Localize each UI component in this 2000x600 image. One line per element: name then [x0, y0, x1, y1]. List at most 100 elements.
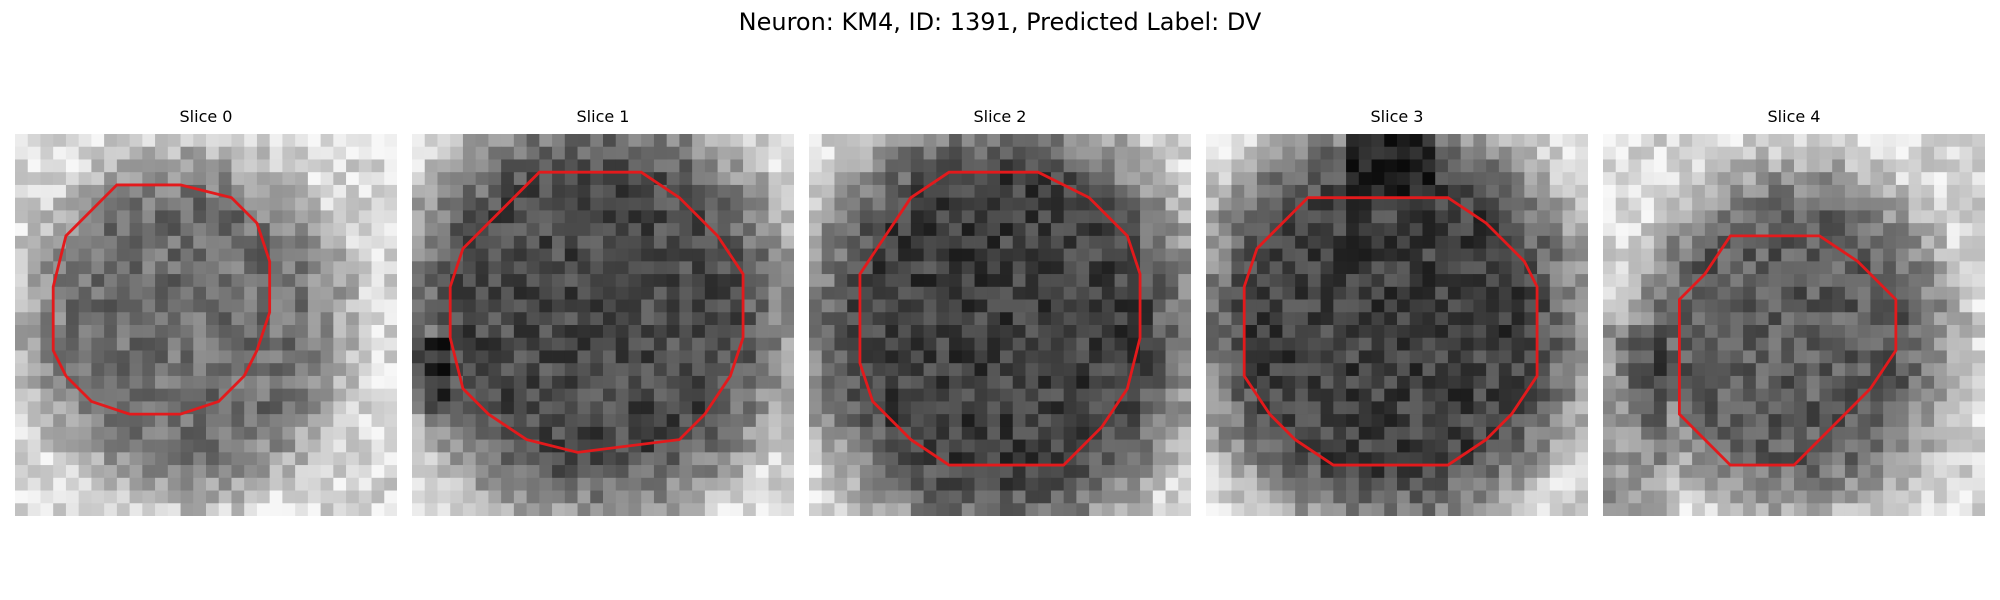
- pixel: [1038, 490, 1052, 504]
- pixel: [346, 134, 360, 148]
- pixel: [91, 146, 105, 160]
- pixel: [27, 414, 41, 428]
- pixel: [1140, 146, 1154, 160]
- pixel: [1934, 312, 1948, 326]
- pixel: [821, 477, 835, 491]
- pixel: [1101, 337, 1115, 351]
- pixel: [1755, 375, 1769, 390]
- pixel: [475, 388, 489, 402]
- pixel: [450, 414, 464, 428]
- pixel: [333, 197, 347, 211]
- pixel: [872, 261, 886, 275]
- pixel: [193, 146, 207, 160]
- pixel: [1447, 375, 1462, 390]
- pixel: [564, 388, 578, 402]
- pixel: [936, 223, 950, 237]
- pixel: [961, 274, 975, 288]
- pixel: [384, 388, 397, 402]
- pixel: [384, 159, 397, 173]
- pixel: [1511, 184, 1525, 199]
- pixel: [231, 223, 245, 237]
- pixel: [936, 414, 950, 428]
- pixel: [1409, 426, 1423, 440]
- pixel: [1295, 274, 1309, 288]
- pixel: [872, 159, 886, 173]
- pixel: [1717, 134, 1731, 148]
- pixel: [358, 325, 372, 339]
- pixel: [1615, 414, 1629, 428]
- pixel: [218, 414, 232, 428]
- pixel: [1231, 465, 1245, 479]
- pixel: [65, 146, 80, 160]
- pixel: [142, 439, 156, 453]
- pixel: [1730, 388, 1744, 402]
- pixel: [1883, 134, 1897, 148]
- pixel: [1972, 401, 1985, 415]
- pixel: [462, 159, 477, 173]
- pixel: [295, 248, 309, 262]
- pixel: [91, 388, 105, 402]
- pixel: [155, 388, 169, 402]
- pixel: [847, 439, 861, 453]
- pixel: [1562, 503, 1576, 516]
- pixel: [218, 223, 232, 237]
- pixel: [679, 248, 693, 262]
- pixel: [1101, 286, 1115, 300]
- pixel: [256, 274, 271, 288]
- pixel: [1000, 465, 1014, 479]
- pixel: [218, 477, 232, 491]
- pixel: [40, 490, 54, 504]
- pixel: [40, 503, 54, 516]
- pixel: [1934, 401, 1948, 415]
- pixel: [65, 286, 80, 300]
- pixel: [552, 350, 566, 364]
- pixel: [974, 159, 988, 173]
- pixel: [923, 350, 937, 364]
- pixel: [590, 388, 604, 402]
- pixel: [231, 146, 245, 160]
- pixel: [1178, 134, 1191, 148]
- pixel: [129, 490, 143, 504]
- pixel: [1486, 439, 1500, 453]
- pixel: [437, 248, 451, 262]
- pixel: [1000, 286, 1014, 300]
- pixel: [961, 375, 975, 390]
- pixel: [307, 159, 321, 173]
- pixel: [1794, 210, 1808, 224]
- pixel: [781, 159, 794, 173]
- pixel: [1730, 477, 1744, 491]
- pixel: [1218, 146, 1232, 160]
- pixel: [1895, 235, 1909, 249]
- pixel: [1717, 261, 1731, 275]
- pixel: [949, 350, 963, 364]
- pixel: [1422, 299, 1436, 313]
- pixel: [437, 363, 451, 377]
- pixel: [142, 426, 156, 440]
- pixel: [1025, 172, 1039, 186]
- pixel: [1934, 146, 1948, 160]
- pixel: [1178, 490, 1191, 504]
- pixel: [949, 325, 963, 339]
- pixel: [358, 465, 372, 479]
- pixel: [615, 325, 629, 339]
- pixel: [450, 210, 464, 224]
- pixel: [1025, 235, 1039, 249]
- pixel: [1537, 350, 1551, 364]
- pixel: [1358, 312, 1372, 326]
- pixel: [898, 325, 912, 339]
- pixel: [1946, 452, 1960, 466]
- pixel: [295, 312, 309, 326]
- pixel: [1832, 274, 1846, 288]
- pixel: [628, 223, 642, 237]
- pixel: [1000, 184, 1014, 199]
- pixel: [1730, 235, 1744, 249]
- pixel: [1819, 465, 1833, 479]
- pixel: [1076, 401, 1090, 415]
- pixel: [1946, 172, 1960, 186]
- pixel: [1114, 452, 1128, 466]
- pixel: [1486, 503, 1500, 516]
- pixel: [1244, 286, 1258, 300]
- pixel: [910, 337, 924, 351]
- pixel: [743, 172, 757, 186]
- pixel: [142, 477, 156, 491]
